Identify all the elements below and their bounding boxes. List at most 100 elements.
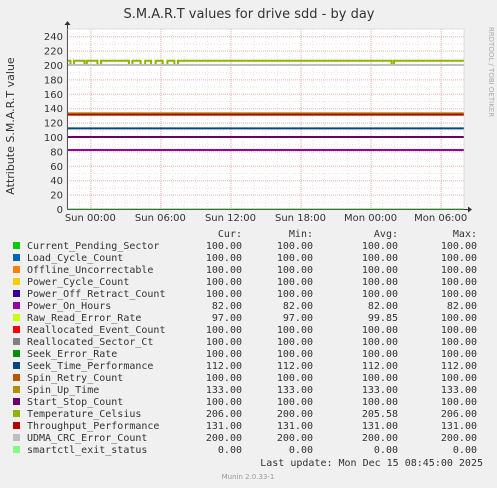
legend-series-name: Throughput_Performance — [27, 421, 159, 432]
legend-value: 100.00 — [362, 349, 398, 360]
legend-value: 100.00 — [362, 337, 398, 348]
y-tick-label: 40 — [50, 176, 63, 187]
legend-series-name: Power_Cycle_Count — [27, 277, 129, 288]
x-tick-label: Mon 00:00 — [344, 213, 397, 224]
legend-value: 100.00 — [206, 253, 242, 264]
legend-column-header: Min: — [289, 229, 313, 240]
legend-value: 82.00 — [212, 301, 242, 312]
legend-value: 100.00 — [206, 289, 242, 300]
legend-swatch — [13, 386, 20, 393]
y-axis-arrow — [64, 21, 71, 25]
legend-value: 100.00 — [441, 289, 477, 300]
legend-value: 82.00 — [447, 301, 477, 312]
legend-value: 99.85 — [368, 313, 398, 324]
legend-value: 205.58 — [362, 409, 398, 420]
last-update: Last update: Mon Dec 15 08:45:00 2025 — [260, 458, 483, 469]
y-tick-label: 80 — [50, 147, 63, 158]
legend-value: 100.00 — [362, 397, 398, 408]
y-tick-label: 120 — [44, 119, 63, 130]
legend-value: 100.00 — [441, 277, 477, 288]
legend-value: 0.00 — [289, 445, 313, 456]
legend-value: 100.00 — [441, 325, 477, 336]
legend-value: 100.00 — [277, 241, 313, 252]
legend-value: 112.00 — [362, 361, 398, 372]
legend-series-name: smartctl_exit_status — [27, 445, 147, 456]
y-tick-label: 220 — [44, 47, 63, 58]
legend-value: 133.00 — [362, 385, 398, 396]
legend-value: 100.00 — [441, 265, 477, 276]
legend-value: 100.00 — [206, 241, 242, 252]
legend-value: 100.00 — [362, 289, 398, 300]
x-axis-arrow — [468, 206, 472, 213]
legend-swatch — [13, 314, 20, 321]
legend-series-name: Power_Off_Retract_Count — [27, 289, 165, 300]
legend-swatch — [13, 278, 20, 285]
y-tick-label: 180 — [44, 75, 63, 86]
legend-value: 133.00 — [441, 385, 477, 396]
legend-value: 100.00 — [206, 373, 242, 384]
legend-value: 100.00 — [362, 277, 398, 288]
legend-value: 100.00 — [362, 373, 398, 384]
legend-swatch — [13, 302, 20, 309]
legend-value: 97.00 — [212, 313, 242, 324]
legend-value: 97.00 — [283, 313, 313, 324]
legend-value: 100.00 — [206, 349, 242, 360]
legend-value: 112.00 — [206, 361, 242, 372]
legend-swatch — [13, 434, 20, 441]
legend-value: 131.00 — [206, 421, 242, 432]
legend-value: 82.00 — [283, 301, 313, 312]
legend-swatch — [13, 398, 20, 405]
legend-value: 100.00 — [277, 325, 313, 336]
x-tick-label: Sun 00:00 — [65, 213, 116, 224]
x-tick-label: Sun 18:00 — [275, 213, 326, 224]
x-tick-label: Sun 06:00 — [135, 213, 186, 224]
legend-column-header: Cur: — [218, 229, 242, 240]
legend-value: 100.00 — [441, 349, 477, 360]
rrdtool-credit: RRDTOOL / TOBI OETIKER — [487, 27, 495, 117]
legend-value: 100.00 — [206, 325, 242, 336]
legend-series-name: Spin_Up_Time — [27, 385, 99, 396]
y-tick-label: 160 — [44, 90, 63, 101]
legend-column-header: Avg: — [374, 229, 398, 240]
legend-swatch — [13, 350, 20, 357]
legend-series-name: Load_Cycle_Count — [27, 253, 123, 264]
legend-series-name: Start_Stop_Count — [27, 397, 123, 408]
legend-value: 0.00 — [374, 445, 398, 456]
legend-series-name: Offline_Uncorrectable — [27, 265, 153, 276]
legend-series-name: Temperature_Celsius — [27, 409, 141, 420]
legend-value: 100.00 — [206, 337, 242, 348]
legend-series-name: UDMA_CRC_Error_Count — [27, 433, 147, 444]
legend-column-header: Max: — [453, 229, 477, 240]
plot-area: 0 20 40 60 80 100 120 140 160 180 200 220 240 Sun 00:… — [44, 21, 472, 224]
legend-value: 100.00 — [277, 253, 313, 264]
legend-value: 82.00 — [368, 301, 398, 312]
legend-value: 100.00 — [277, 397, 313, 408]
legend-series-name: Raw_Read_Error_Rate — [27, 313, 141, 324]
legend-value: 100.00 — [362, 241, 398, 252]
legend-series-name: Seek_Error_Rate — [27, 349, 117, 360]
legend-value: 133.00 — [206, 385, 242, 396]
plot-frame — [66, 28, 465, 210]
legend-value: 100.00 — [277, 373, 313, 384]
legend-series-name: Reallocated_Event_Count — [27, 325, 165, 336]
legend-value: 100.00 — [441, 313, 477, 324]
legend-swatch — [13, 338, 20, 345]
legend-value: 100.00 — [441, 373, 477, 384]
legend-swatch — [13, 374, 20, 381]
legend-value: 100.00 — [206, 277, 242, 288]
y-tick-label: 60 — [50, 162, 63, 173]
x-tick-label: Sun 12:00 — [205, 213, 256, 224]
legend-value: 206.00 — [441, 409, 477, 420]
legend-value: 100.00 — [277, 289, 313, 300]
legend-series-name: Seek_Time_Performance — [27, 361, 153, 372]
legend-value: 206.00 — [206, 409, 242, 420]
legend-value: 112.00 — [277, 361, 313, 372]
legend-value: 112.00 — [441, 361, 477, 372]
legend-swatch — [13, 266, 20, 273]
legend-value: 200.00 — [362, 433, 398, 444]
y-tick-label: 200 — [44, 61, 63, 72]
legend-value: 100.00 — [441, 253, 477, 264]
y-tick-label: 0 — [57, 205, 63, 216]
legend: Cur: Min: Avg: Max: Current_Pending_Sector 10… — [13, 229, 477, 456]
